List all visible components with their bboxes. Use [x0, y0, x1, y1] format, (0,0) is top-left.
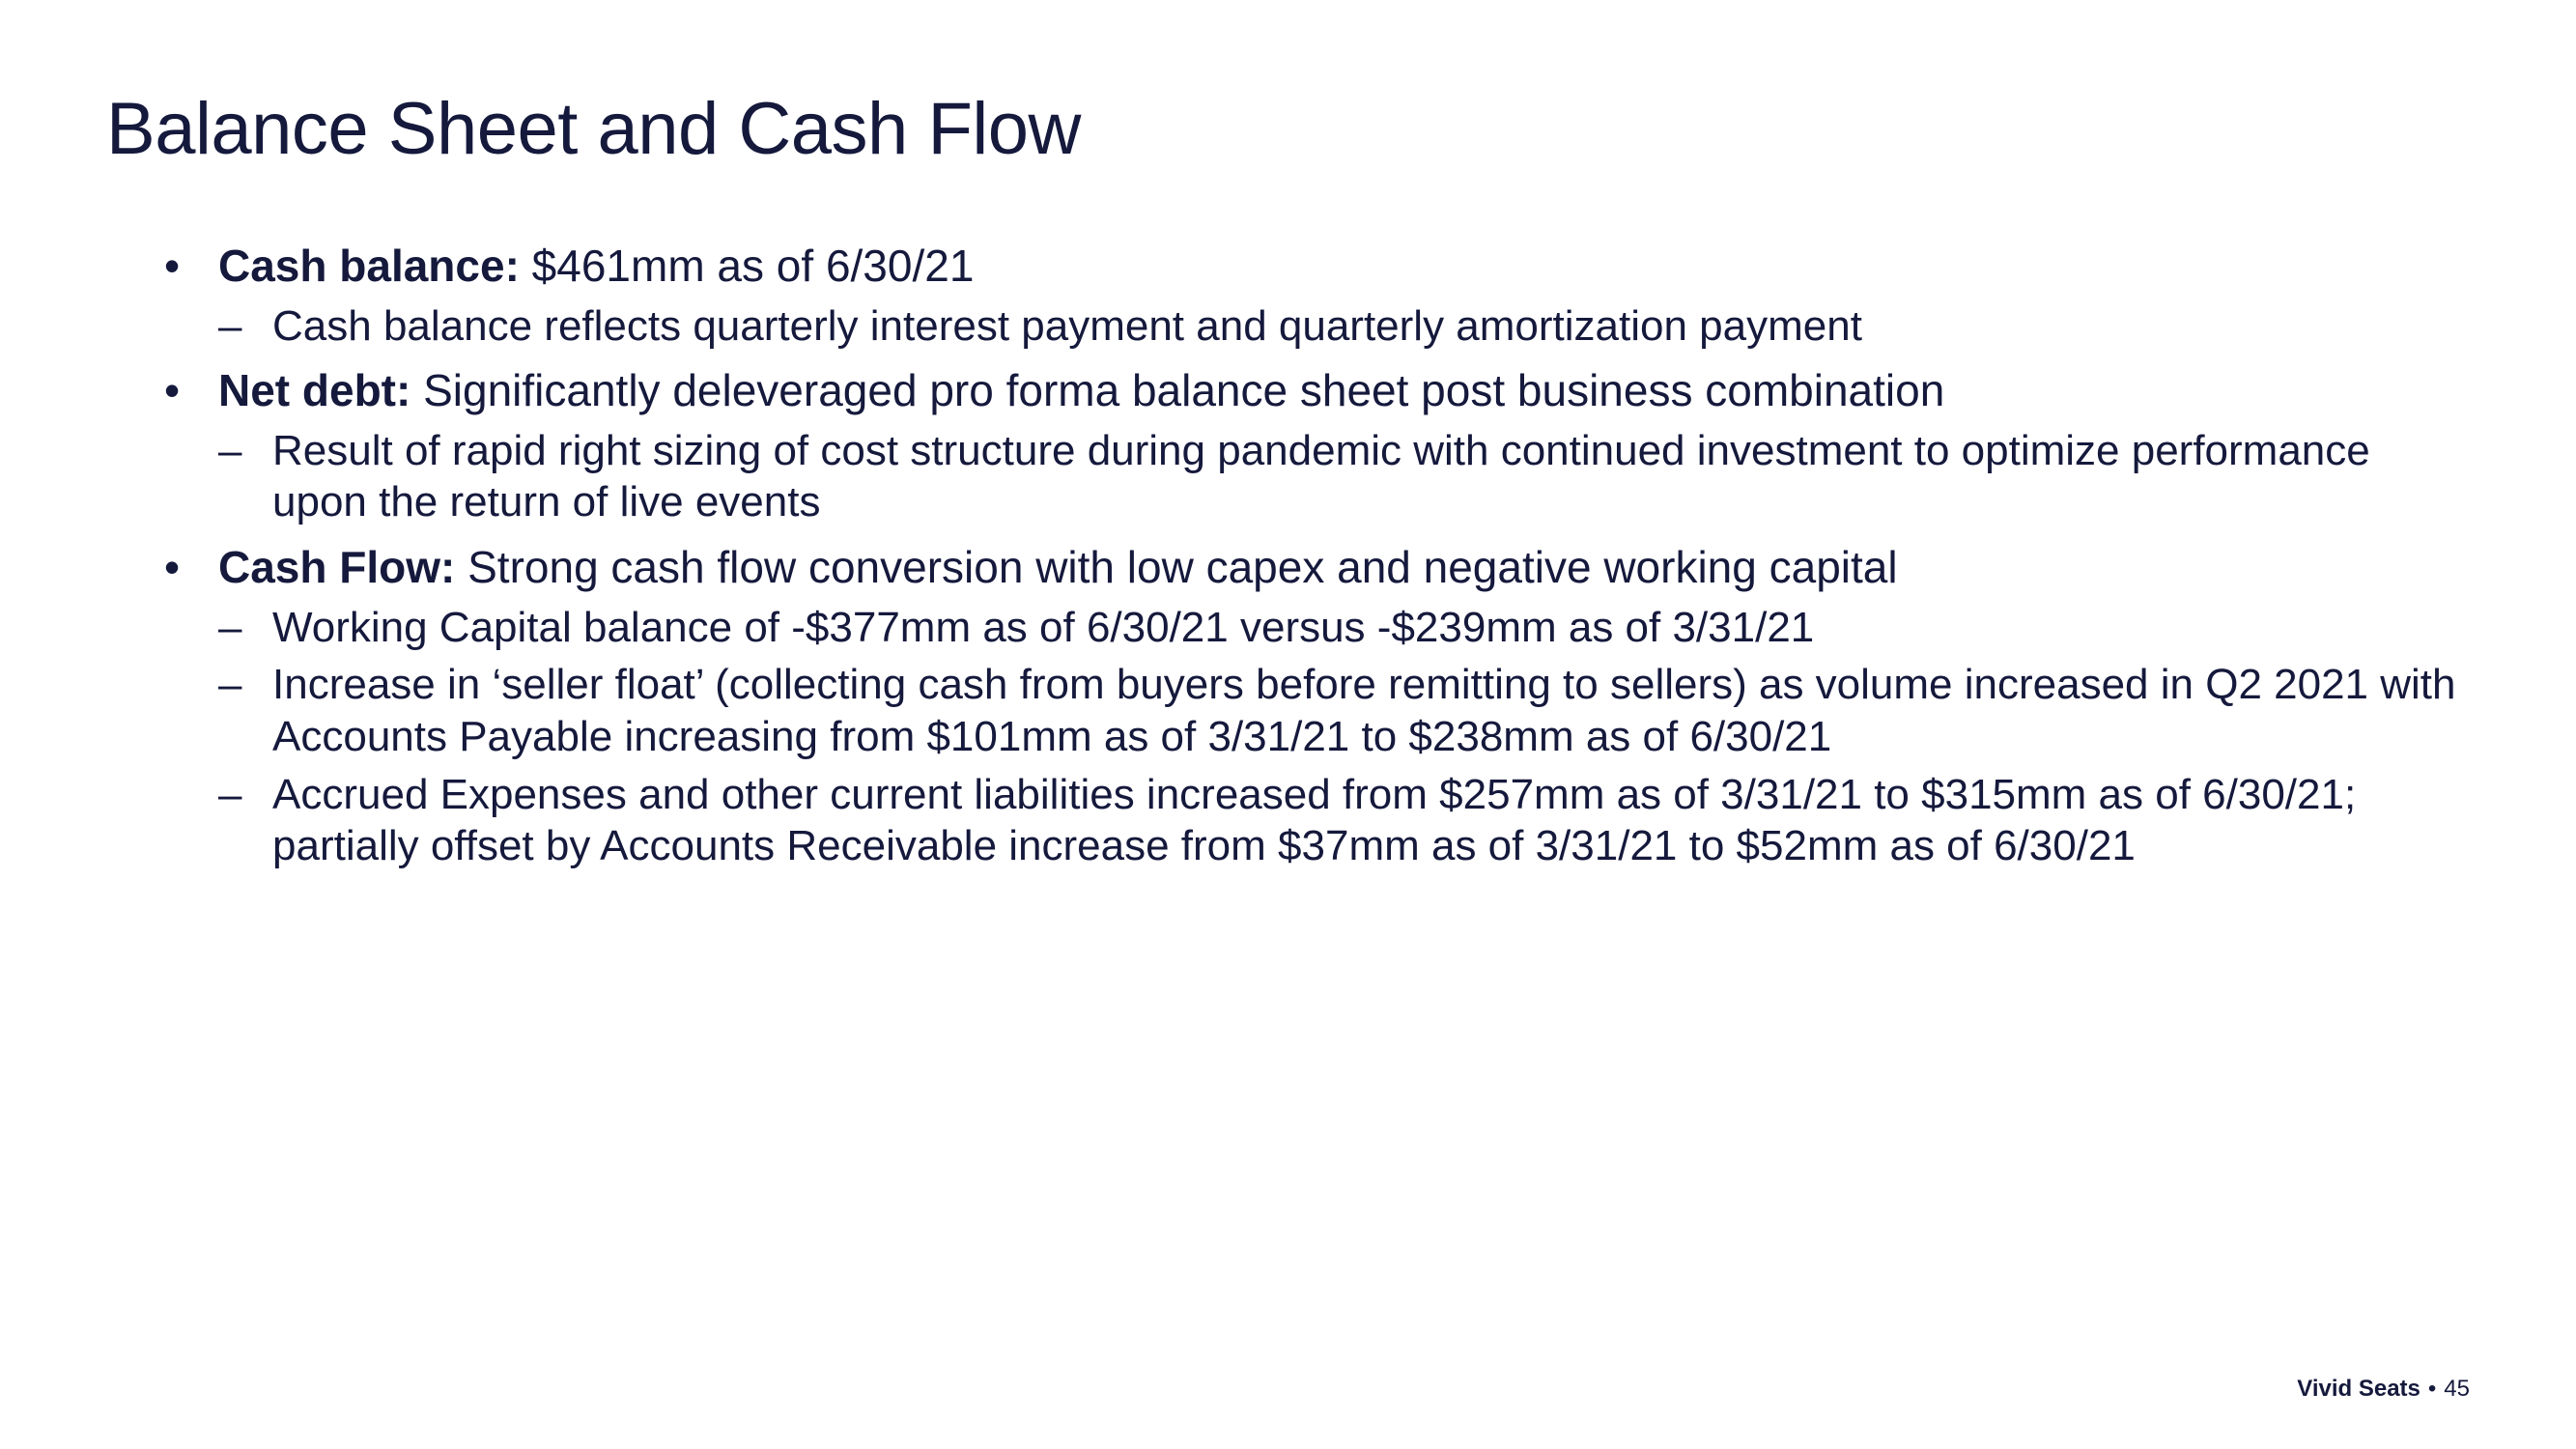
sub-item: Result of rapid right sizing of cost str…: [218, 425, 2470, 528]
sub-item: Increase in ‘seller float’ (collecting c…: [218, 659, 2470, 762]
slide-title: Balance Sheet and Cash Flow: [106, 87, 2470, 171]
bullet-lead: Net debt:: [218, 365, 410, 415]
bullet-cash-flow: Cash Flow: Strong cash flow conversion w…: [164, 540, 2470, 872]
sub-list: Cash balance reflects quarterly interest…: [218, 300, 2470, 353]
sub-list: Result of rapid right sizing of cost str…: [218, 425, 2470, 528]
footer-brand: Vivid Seats: [2297, 1376, 2420, 1402]
bullet-rest: Significantly deleveraged pro forma bala…: [410, 365, 1944, 415]
bullet-lead: Cash Flow:: [218, 542, 455, 592]
bullet-rest: Strong cash flow conversion with low cap…: [455, 542, 1897, 592]
footer-page-number: 45: [2444, 1376, 2470, 1402]
footer-separator-icon: •: [2428, 1376, 2436, 1402]
sub-item: Cash balance reflects quarterly interest…: [218, 300, 2470, 353]
sub-list: Working Capital balance of -$377mm as of…: [218, 602, 2470, 872]
sub-item: Accrued Expenses and other current liabi…: [218, 769, 2470, 872]
bullet-cash-balance: Cash balance: $461mm as of 6/30/21 Cash …: [164, 239, 2470, 352]
bullet-net-debt: Net debt: Significantly deleveraged pro …: [164, 363, 2470, 528]
sub-item: Working Capital balance of -$377mm as of…: [218, 602, 2470, 654]
bullet-list: Cash balance: $461mm as of 6/30/21 Cash …: [164, 239, 2470, 872]
bullet-rest: $461mm as of 6/30/21: [520, 241, 975, 291]
bullet-lead: Cash balance:: [218, 241, 520, 291]
slide: Balance Sheet and Cash Flow Cash balance…: [0, 0, 2576, 1449]
slide-footer: Vivid Seats • 45: [2297, 1376, 2470, 1403]
